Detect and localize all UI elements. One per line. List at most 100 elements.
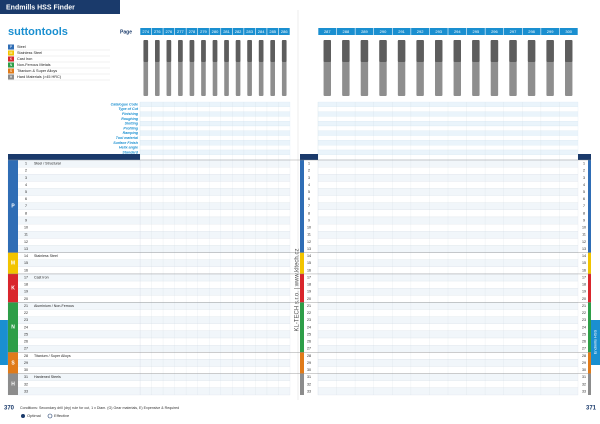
optimal-label: Optimal: [27, 413, 41, 418]
attr-row: [139, 140, 291, 146]
row-number-right-a: 21: [307, 304, 311, 308]
page-number: 293: [435, 29, 442, 34]
page-number: 286: [281, 29, 288, 34]
iso-band-right2: [588, 352, 591, 374]
grid-row: [139, 280, 291, 289]
page-cell: [197, 28, 209, 35]
iso-band: [8, 273, 18, 303]
page-cell: [255, 28, 267, 35]
tool-flute: [565, 40, 573, 62]
effective-label: Effective: [54, 413, 70, 418]
row-number: 23: [24, 318, 28, 322]
grid-row: [139, 216, 291, 225]
grid-row: [139, 316, 291, 324]
attr-row: [139, 125, 291, 131]
grid-row: [139, 174, 291, 182]
grid-row: [139, 373, 291, 381]
row-number: 26: [24, 340, 28, 344]
row-number: 3: [25, 176, 27, 180]
tool-flute: [472, 40, 480, 62]
row-number-right-a: 13: [307, 247, 311, 251]
attr-label: Standard: [122, 150, 138, 154]
row-number-right-a: 19: [307, 290, 311, 294]
page-cell: [541, 28, 560, 35]
row-number-right-b: 15: [582, 261, 586, 265]
row-number-right-a: 23: [307, 318, 311, 322]
iso-band-right2: [588, 252, 591, 274]
tool-flute: [416, 40, 424, 62]
row-number-right-b: 30: [582, 368, 586, 372]
tool-flute: [281, 40, 287, 62]
row-number: 1: [25, 162, 27, 166]
page-cell: [221, 28, 233, 35]
group-label: Cast Iron: [34, 275, 49, 279]
page-number-right: 371: [586, 406, 597, 412]
row-number-right-b: 7: [583, 204, 585, 208]
row-number: 10: [24, 226, 28, 230]
page-cell: [559, 28, 578, 35]
row-number-right-b: 8: [583, 211, 585, 215]
row-number-right-b: 31: [582, 375, 586, 379]
page-number: 297: [510, 29, 517, 34]
iso-letter: M: [11, 261, 15, 267]
row-label-cell: [7, 195, 141, 203]
effective-icon: [47, 413, 53, 419]
row-number-right-b: 18: [582, 283, 586, 287]
attr-row: [139, 111, 291, 117]
attr-label: Ramping: [123, 131, 139, 135]
page-number: 294: [454, 29, 461, 34]
tool-flute: [189, 40, 195, 62]
attr-label: Slotting: [125, 122, 139, 126]
row-number-right-a: 3: [308, 176, 310, 180]
attr-row: [139, 145, 291, 151]
group-label: Steel / Structural: [34, 162, 61, 166]
row-number-right-a: 31: [307, 375, 311, 379]
page-number: 279: [200, 29, 207, 34]
row-number: 11: [24, 233, 28, 237]
row-number-right-b: 29: [582, 361, 586, 365]
row-number: 32: [24, 382, 28, 386]
row-label-cell: [7, 209, 141, 218]
grid-row: [139, 259, 291, 267]
page-cell: [392, 28, 411, 35]
page-cell: [174, 28, 186, 35]
row-label-cell: [7, 181, 141, 189]
legend-iso: P: [10, 45, 13, 49]
attr-row: [139, 106, 291, 112]
tool-flute: [235, 40, 241, 62]
footnote: Conditions: Secondary drill (dry) rule f…: [20, 406, 179, 410]
row-number: 28: [24, 354, 28, 358]
row-number-right-b: 22: [582, 311, 586, 315]
page-cell: [232, 28, 244, 35]
page-number: 287: [324, 29, 331, 34]
row-number-right-a: 6: [308, 197, 310, 201]
row-number-right-a: 33: [307, 389, 311, 393]
page-number-left: 370: [4, 406, 15, 412]
logo: suttontools: [8, 26, 68, 38]
tool-flute: [270, 40, 275, 62]
grid-row: [139, 337, 291, 346]
row-number-right-b: 13: [582, 247, 586, 251]
tool-flute: [166, 40, 172, 62]
legend-swatch: [8, 44, 14, 50]
legend-iso: K: [10, 57, 13, 61]
page-cell: [355, 28, 374, 35]
tool-flute: [247, 40, 252, 62]
row-number-right-b: 25: [582, 332, 586, 336]
row-number: 14: [24, 254, 28, 258]
page-cell: [374, 28, 392, 35]
grid-row: [139, 302, 291, 310]
tool-flute: [201, 40, 206, 62]
page-number: 290: [380, 29, 387, 34]
row-number-right-b: 9: [583, 218, 585, 222]
page-number: 281: [223, 29, 230, 34]
table-head: [8, 154, 140, 160]
grid-row: [139, 330, 291, 339]
page-number: 285: [269, 29, 276, 34]
iso-letter: K: [11, 286, 15, 292]
row-number-right-b: 1: [583, 162, 585, 166]
row-number-right-a: 24: [307, 325, 311, 329]
tool-flute: [224, 40, 229, 62]
grid-row: [139, 345, 291, 353]
tool-flute: [546, 40, 554, 62]
